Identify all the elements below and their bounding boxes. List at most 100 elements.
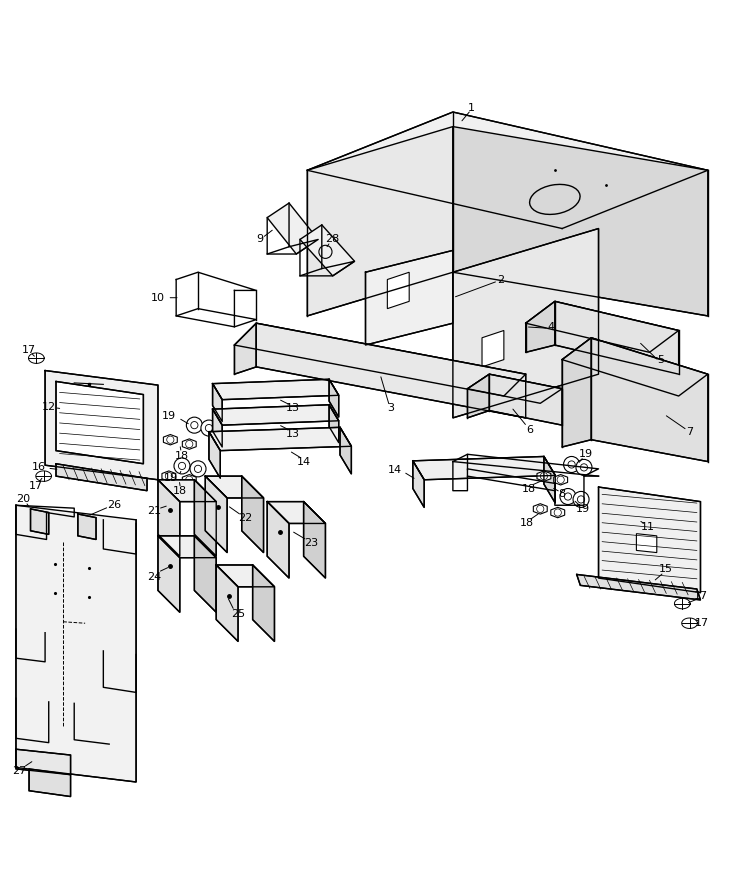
Text: 14: 14 [387,465,402,476]
Polygon shape [235,324,257,375]
Circle shape [194,465,202,472]
Text: 5: 5 [657,355,664,365]
Polygon shape [555,301,678,375]
Text: 17: 17 [695,619,709,628]
Polygon shape [182,475,196,485]
Polygon shape [213,405,338,426]
Circle shape [580,464,588,471]
Circle shape [576,460,592,476]
Polygon shape [489,375,562,426]
Text: 16: 16 [32,461,46,472]
Text: 22: 22 [238,513,252,523]
Text: 18: 18 [173,485,187,495]
Polygon shape [329,405,338,443]
Polygon shape [213,409,222,447]
Polygon shape [387,273,409,308]
Polygon shape [467,375,562,403]
Polygon shape [300,225,355,276]
Text: 19: 19 [162,411,176,421]
Circle shape [201,420,217,436]
Polygon shape [303,502,325,578]
Circle shape [560,488,576,504]
Polygon shape [209,432,220,478]
Polygon shape [366,250,453,345]
Polygon shape [158,536,216,558]
Text: 23: 23 [304,538,318,548]
Polygon shape [158,480,180,556]
Polygon shape [307,112,708,229]
Polygon shape [562,338,708,396]
Polygon shape [216,565,238,641]
Polygon shape [637,534,656,552]
Polygon shape [591,338,708,461]
Circle shape [568,461,575,468]
Polygon shape [78,514,96,539]
Polygon shape [216,565,274,586]
Polygon shape [56,382,143,464]
Polygon shape [205,477,264,498]
Polygon shape [329,379,338,417]
Text: 17: 17 [29,481,43,491]
Text: 9: 9 [257,234,263,244]
Circle shape [190,460,206,477]
Text: 8: 8 [558,489,566,500]
Text: 6: 6 [526,425,533,434]
Polygon shape [537,471,551,481]
Circle shape [186,417,202,434]
Polygon shape [162,471,176,481]
Text: 25: 25 [231,610,245,620]
Polygon shape [268,502,289,578]
Circle shape [564,493,572,500]
Polygon shape [526,301,555,352]
Polygon shape [213,379,338,400]
Circle shape [191,422,198,429]
Polygon shape [467,375,489,417]
Polygon shape [257,324,526,417]
Text: 3: 3 [387,403,395,413]
Polygon shape [209,427,352,451]
Text: 15: 15 [659,564,673,574]
Circle shape [174,458,190,474]
Text: 13: 13 [286,429,300,439]
Polygon shape [31,509,49,535]
Polygon shape [158,536,180,612]
Text: 17: 17 [22,345,36,355]
Text: 2: 2 [496,274,504,284]
Polygon shape [340,427,352,474]
Circle shape [577,496,585,503]
Text: 19: 19 [164,473,178,483]
Text: 19: 19 [579,450,594,460]
Polygon shape [194,536,216,612]
Polygon shape [29,769,71,797]
Polygon shape [164,434,178,445]
Text: 1: 1 [468,104,474,114]
Text: 18: 18 [520,519,534,528]
Polygon shape [599,487,700,593]
Circle shape [178,462,186,469]
Polygon shape [268,502,325,524]
Polygon shape [453,229,599,417]
Polygon shape [482,331,504,367]
Text: 4: 4 [548,322,555,332]
Polygon shape [534,503,548,514]
Polygon shape [56,464,147,491]
Text: 20: 20 [16,494,30,504]
Polygon shape [45,370,158,480]
Text: 12: 12 [42,402,56,412]
Text: 27: 27 [12,766,27,776]
Polygon shape [544,457,556,503]
Text: 18: 18 [522,484,537,493]
Polygon shape [194,480,216,556]
Text: 26: 26 [107,501,121,510]
Circle shape [573,492,589,508]
Polygon shape [307,127,453,316]
Polygon shape [182,439,196,450]
Text: 10: 10 [151,292,165,303]
Polygon shape [268,203,318,254]
Text: 18: 18 [175,451,189,460]
Polygon shape [213,384,222,421]
Text: 21: 21 [147,506,162,516]
Polygon shape [253,565,274,641]
Polygon shape [242,477,264,552]
Text: 24: 24 [147,571,162,582]
